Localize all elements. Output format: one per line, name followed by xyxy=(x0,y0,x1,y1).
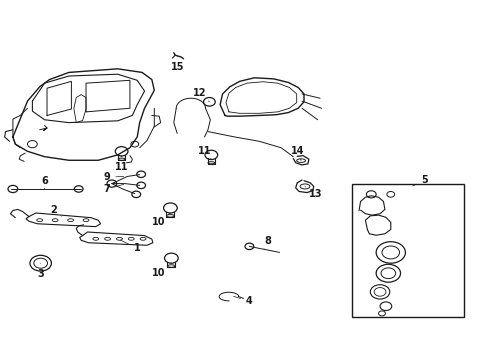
Text: 10: 10 xyxy=(152,263,171,278)
Text: 1: 1 xyxy=(120,240,141,253)
Text: 13: 13 xyxy=(305,186,321,199)
Text: 2: 2 xyxy=(50,206,61,217)
Text: 7: 7 xyxy=(103,184,123,194)
Text: 8: 8 xyxy=(264,236,271,249)
Text: 11: 11 xyxy=(115,156,128,172)
Text: 6: 6 xyxy=(41,176,48,189)
Text: 11: 11 xyxy=(197,145,211,159)
Bar xyxy=(351,184,463,317)
Text: 15: 15 xyxy=(171,56,184,72)
Text: 9: 9 xyxy=(103,172,123,182)
Text: 4: 4 xyxy=(233,296,252,306)
Text: 3: 3 xyxy=(37,263,44,279)
Text: 12: 12 xyxy=(192,88,209,102)
Text: 10: 10 xyxy=(152,213,170,227)
Text: 14: 14 xyxy=(291,146,304,161)
Text: 5: 5 xyxy=(412,175,427,186)
